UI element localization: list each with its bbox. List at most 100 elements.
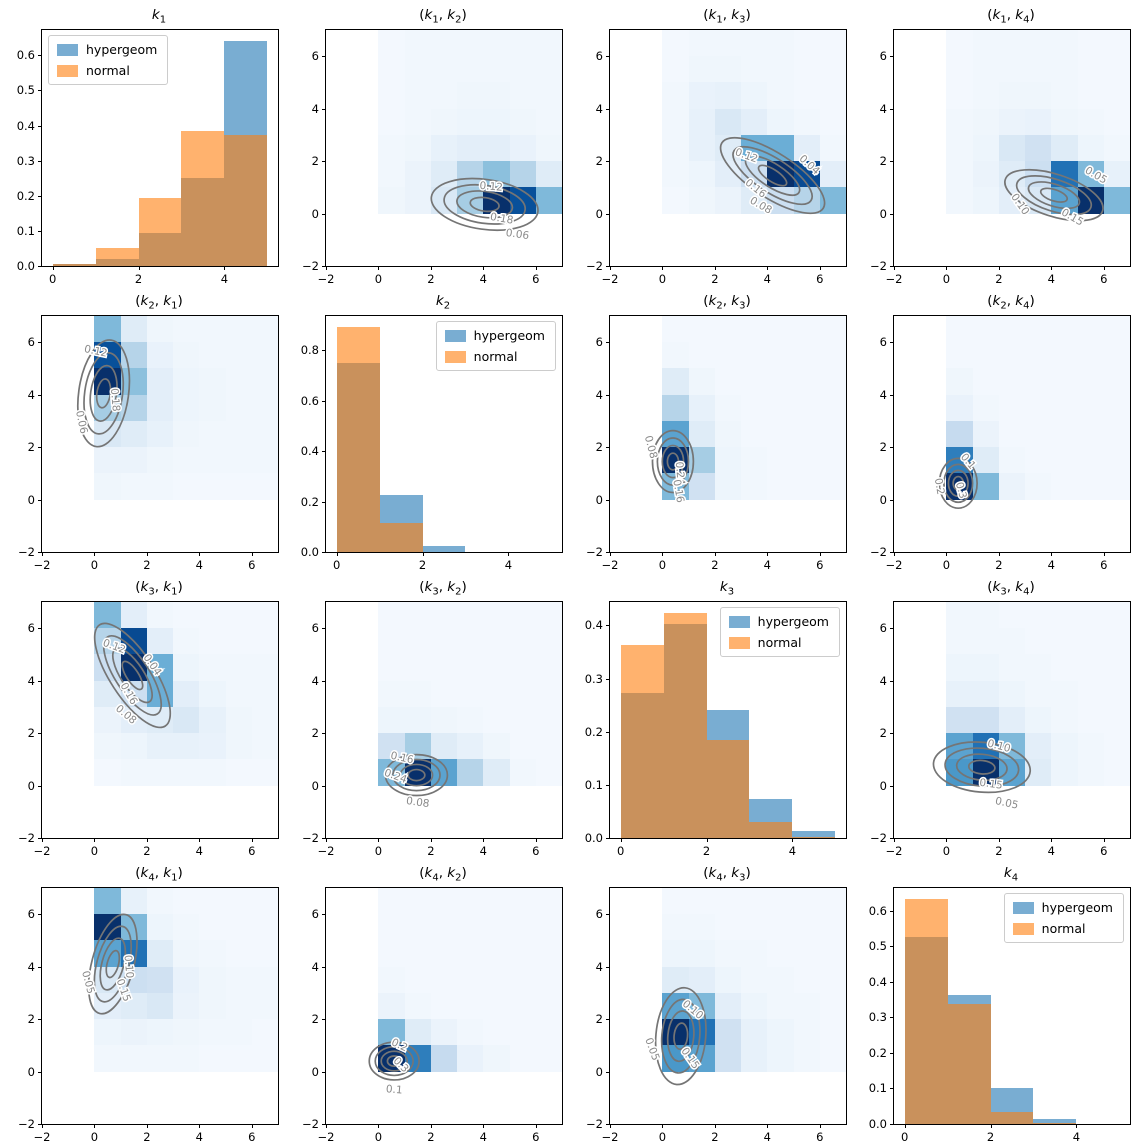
x-tick-mark bbox=[610, 266, 611, 270]
heat-cell bbox=[430, 1019, 458, 1046]
heat-cell bbox=[972, 56, 999, 83]
heat-cell bbox=[1051, 108, 1078, 135]
x-tick-mark bbox=[378, 266, 380, 270]
heat-cell bbox=[793, 368, 820, 395]
contour-ring bbox=[76, 339, 131, 448]
heat-cell bbox=[457, 940, 484, 967]
subplot-k-2-k-1: (k2, k1) 0.12 0.18 0.06 −2 0 2 4 6 −2 0 2 4 6 bbox=[0, 286, 284, 572]
y-tick-mark bbox=[38, 1071, 42, 1073]
y-tick-mark bbox=[606, 56, 610, 58]
contour-ring bbox=[93, 622, 172, 729]
hypergeom-swatch bbox=[728, 615, 750, 628]
y-tick-label: 0 bbox=[27, 1064, 35, 1079]
legend-label: hypergeom bbox=[473, 328, 545, 343]
heat-cell bbox=[199, 342, 226, 369]
heat-cell bbox=[1025, 82, 1052, 109]
heat-cell bbox=[767, 992, 794, 1020]
contour-label: 0.04 bbox=[797, 153, 823, 178]
contour-label: 0.04 bbox=[141, 652, 164, 678]
subplot-title: (k1, k4) bbox=[987, 7, 1035, 26]
heat-cell bbox=[199, 368, 226, 395]
y-tick-mark bbox=[322, 451, 326, 453]
heat-cell bbox=[946, 30, 973, 57]
heat-cell bbox=[173, 940, 200, 967]
normal-swatch bbox=[444, 350, 466, 363]
heat-cell bbox=[457, 1019, 484, 1046]
heat-cell bbox=[509, 706, 536, 734]
y-tick-mark bbox=[322, 350, 326, 352]
contour-ring bbox=[95, 378, 112, 409]
heat-cell bbox=[714, 187, 742, 214]
x-tick-label: 2 bbox=[418, 558, 427, 572]
y-tick-label: 4 bbox=[595, 959, 603, 974]
heat-cell bbox=[662, 30, 689, 57]
heat-cell bbox=[662, 82, 689, 109]
x-tick-label: 2 bbox=[427, 1130, 435, 1144]
x-tick-mark bbox=[251, 552, 253, 556]
x-tick-label: 6 bbox=[816, 558, 824, 572]
y-tick-label: 0 bbox=[311, 1064, 319, 1079]
heat-cell bbox=[378, 654, 405, 681]
heat-cell bbox=[972, 82, 999, 109]
heat-cell bbox=[688, 420, 715, 448]
heat-cell bbox=[173, 733, 200, 760]
x-tick-mark bbox=[998, 266, 1000, 270]
heat-cell bbox=[457, 759, 484, 786]
y-tick-label: 0.2 bbox=[868, 1045, 887, 1060]
heat-cell bbox=[1077, 368, 1104, 395]
heat-cell bbox=[251, 1019, 278, 1046]
heat-cell bbox=[1077, 680, 1104, 707]
x-tick-label: −2 bbox=[601, 1130, 619, 1144]
x-tick-label: 4 bbox=[1047, 272, 1055, 286]
y-tick-label: 4 bbox=[595, 387, 603, 402]
heat-cell bbox=[199, 1045, 226, 1072]
heat-cell bbox=[509, 888, 536, 915]
heat-cell bbox=[1103, 473, 1130, 500]
y-tick-label: 0 bbox=[595, 492, 603, 507]
heat-cell bbox=[120, 473, 147, 500]
heat-cell bbox=[972, 680, 999, 707]
heat-cell bbox=[1051, 342, 1078, 369]
y-tick-label: 6 bbox=[311, 907, 319, 922]
heat-cell bbox=[972, 706, 999, 734]
heat-cell bbox=[1103, 680, 1130, 707]
heat-cell bbox=[120, 316, 147, 343]
heat-cell bbox=[404, 187, 431, 214]
contour-ring bbox=[87, 913, 138, 1015]
y-tick-mark bbox=[322, 838, 326, 839]
y-tick-mark bbox=[890, 1088, 894, 1090]
heat-cell bbox=[946, 394, 973, 421]
heat-cell bbox=[430, 628, 458, 655]
y-tick-mark bbox=[38, 914, 42, 916]
heat-cell bbox=[251, 914, 278, 941]
y-tick-mark bbox=[322, 552, 326, 553]
y-tick-label: 6 bbox=[311, 49, 319, 64]
heat-cell bbox=[535, 654, 562, 681]
y-tick-mark bbox=[38, 1019, 42, 1021]
contour-ring bbox=[399, 763, 434, 787]
x-tick-label: 4 bbox=[763, 558, 771, 572]
legend-item-hypergeom: hypergeom bbox=[57, 42, 157, 57]
x-tick-label: −2 bbox=[317, 1130, 335, 1144]
contour-label: 0.06 bbox=[505, 227, 530, 242]
x-tick-mark bbox=[483, 266, 485, 270]
y-tick-label: 0.1 bbox=[868, 1081, 887, 1096]
heat-cell bbox=[483, 1019, 510, 1046]
x-tick-label: −2 bbox=[33, 558, 51, 572]
subplot-k-2: k2 hypergeom normal 0 2 4 0.0 0.2 0.4 0.6 0.8 bbox=[284, 286, 568, 572]
y-tick-label: 0.1 bbox=[584, 777, 603, 792]
y-tick-mark bbox=[606, 1071, 610, 1073]
y-tick-mark bbox=[322, 966, 326, 968]
contour-label: 0.08 bbox=[113, 703, 139, 727]
y-tick-label: −2 bbox=[302, 259, 319, 273]
heat-cell bbox=[946, 654, 973, 681]
heat-cell bbox=[819, 134, 846, 162]
x-tick-label: 0 bbox=[374, 1130, 383, 1144]
x-tick-label: 0 bbox=[90, 558, 99, 572]
x-tick-mark bbox=[904, 1124, 906, 1128]
x-tick-mark bbox=[620, 838, 622, 842]
heat-cell bbox=[714, 394, 742, 421]
subplot-k-1: k1 hypergeom normal 0 2 4 0.0 0.1 0.2 0.3 0.4 0.5 0.… bbox=[0, 0, 284, 286]
heat-cell bbox=[793, 56, 820, 83]
y-tick-label: 0 bbox=[27, 778, 35, 793]
